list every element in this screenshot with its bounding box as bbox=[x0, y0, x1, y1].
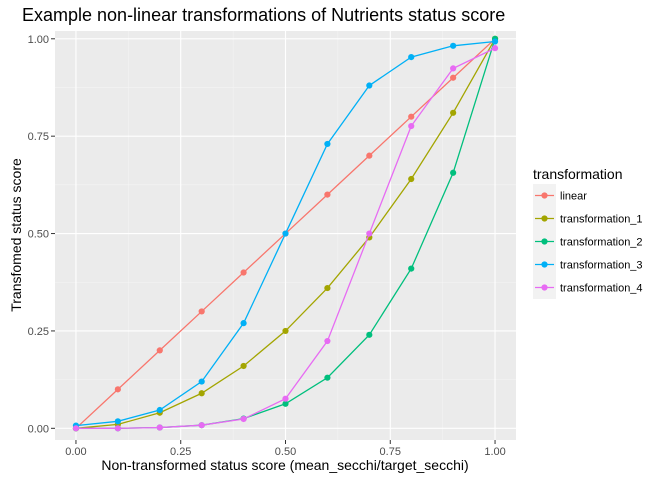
y-tick-label: 0.50 bbox=[28, 229, 49, 241]
legend-key-point bbox=[541, 238, 548, 245]
legend-title: transformation bbox=[533, 166, 622, 182]
y-axis: 0.00 0.25 0.50 0.75 1.00 bbox=[28, 34, 55, 435]
y-tick-label: 0.00 bbox=[28, 423, 49, 435]
legend-label: linear bbox=[560, 191, 587, 203]
data-point-transformation_4 bbox=[198, 422, 205, 429]
data-point-transformation_3 bbox=[114, 418, 121, 425]
data-point-transformation_3 bbox=[450, 42, 457, 49]
legend-label: transformation_2 bbox=[560, 237, 643, 249]
data-point-linear bbox=[450, 74, 457, 81]
data-point-transformation_3 bbox=[240, 320, 247, 327]
data-point-transformation_1 bbox=[240, 362, 247, 370]
legend-key-point bbox=[541, 284, 548, 291]
x-tick-label: 0.75 bbox=[380, 446, 401, 458]
data-point-transformation_2 bbox=[282, 400, 289, 407]
legend-key-point bbox=[541, 192, 548, 199]
y-tick-label: 1.00 bbox=[28, 34, 49, 46]
series-transformation_4 bbox=[72, 45, 499, 432]
data-point-transformation_4 bbox=[114, 425, 121, 432]
legend-label: transformation_3 bbox=[560, 260, 643, 272]
data-point-linear bbox=[156, 347, 163, 354]
legend-label: transformation_1 bbox=[560, 214, 643, 226]
legend-item-transformation_3: transformation_3 bbox=[533, 253, 643, 276]
legend-key-point bbox=[541, 261, 548, 268]
y-axis-title: Transfomed status score bbox=[8, 158, 24, 312]
data-point-linear bbox=[408, 113, 415, 120]
data-point-transformation_2 bbox=[450, 169, 457, 176]
data-point-transformation_3 bbox=[156, 406, 163, 414]
data-point-linear bbox=[366, 152, 373, 159]
series-transformation_3 bbox=[72, 38, 499, 429]
data-point-transformation_1 bbox=[408, 175, 415, 183]
legend-item-transformation_4: transformation_4 bbox=[533, 276, 643, 299]
y-tick-label: 0.75 bbox=[28, 131, 49, 143]
data-point-transformation_4 bbox=[491, 45, 499, 52]
x-tick-label: 1.00 bbox=[484, 446, 505, 458]
data-point-linear bbox=[324, 191, 331, 198]
data-point-transformation_4 bbox=[450, 65, 457, 72]
y-tick-label: 0.25 bbox=[28, 326, 49, 338]
data-point-linear bbox=[198, 308, 205, 315]
x-tick-label: 0.00 bbox=[65, 446, 86, 458]
data-point-transformation_4 bbox=[72, 425, 80, 432]
data-point-transformation_4 bbox=[240, 415, 247, 423]
data-point-transformation_1 bbox=[450, 109, 457, 116]
legend-label: transformation_4 bbox=[560, 283, 643, 295]
data-point-transformation_2 bbox=[324, 374, 331, 381]
series-layer bbox=[72, 35, 499, 432]
x-axis: 0.00 0.25 0.50 0.75 1.00 bbox=[65, 440, 506, 458]
data-point-transformation_2 bbox=[366, 331, 373, 338]
data-point-transformation_3 bbox=[408, 53, 415, 61]
data-point-transformation_3 bbox=[324, 140, 331, 148]
data-point-linear bbox=[240, 269, 247, 276]
legend: transformation linear transformation_1tra… bbox=[533, 166, 643, 299]
data-point-linear bbox=[114, 386, 121, 393]
data-point-transformation_1 bbox=[282, 327, 289, 335]
data-point-transformation_3 bbox=[282, 230, 289, 237]
data-point-transformation_4 bbox=[366, 230, 373, 237]
data-point-transformation_4 bbox=[324, 337, 331, 345]
data-point-transformation_1 bbox=[324, 284, 331, 292]
chart-title: Example non-linear transformations of Nu… bbox=[22, 5, 505, 25]
legend-item-linear: linear bbox=[533, 184, 587, 207]
x-tick-label: 0.25 bbox=[170, 446, 191, 458]
x-axis-title: Non-transformed status score (mean_secch… bbox=[101, 457, 468, 473]
data-point-transformation_3 bbox=[366, 82, 373, 89]
x-tick-label: 0.50 bbox=[275, 446, 296, 458]
data-point-transformation_4 bbox=[156, 424, 163, 431]
data-point-transformation_2 bbox=[408, 265, 415, 272]
data-point-transformation_4 bbox=[408, 122, 415, 130]
legend-key-point bbox=[541, 215, 548, 222]
data-point-transformation_3 bbox=[198, 378, 205, 385]
data-point-transformation_3 bbox=[491, 38, 499, 45]
legend-item-transformation_1: transformation_1 bbox=[533, 207, 643, 230]
data-point-transformation_1 bbox=[198, 390, 205, 397]
legend-item-transformation_2: transformation_2 bbox=[533, 230, 643, 253]
data-point-transformation_4 bbox=[282, 395, 289, 402]
